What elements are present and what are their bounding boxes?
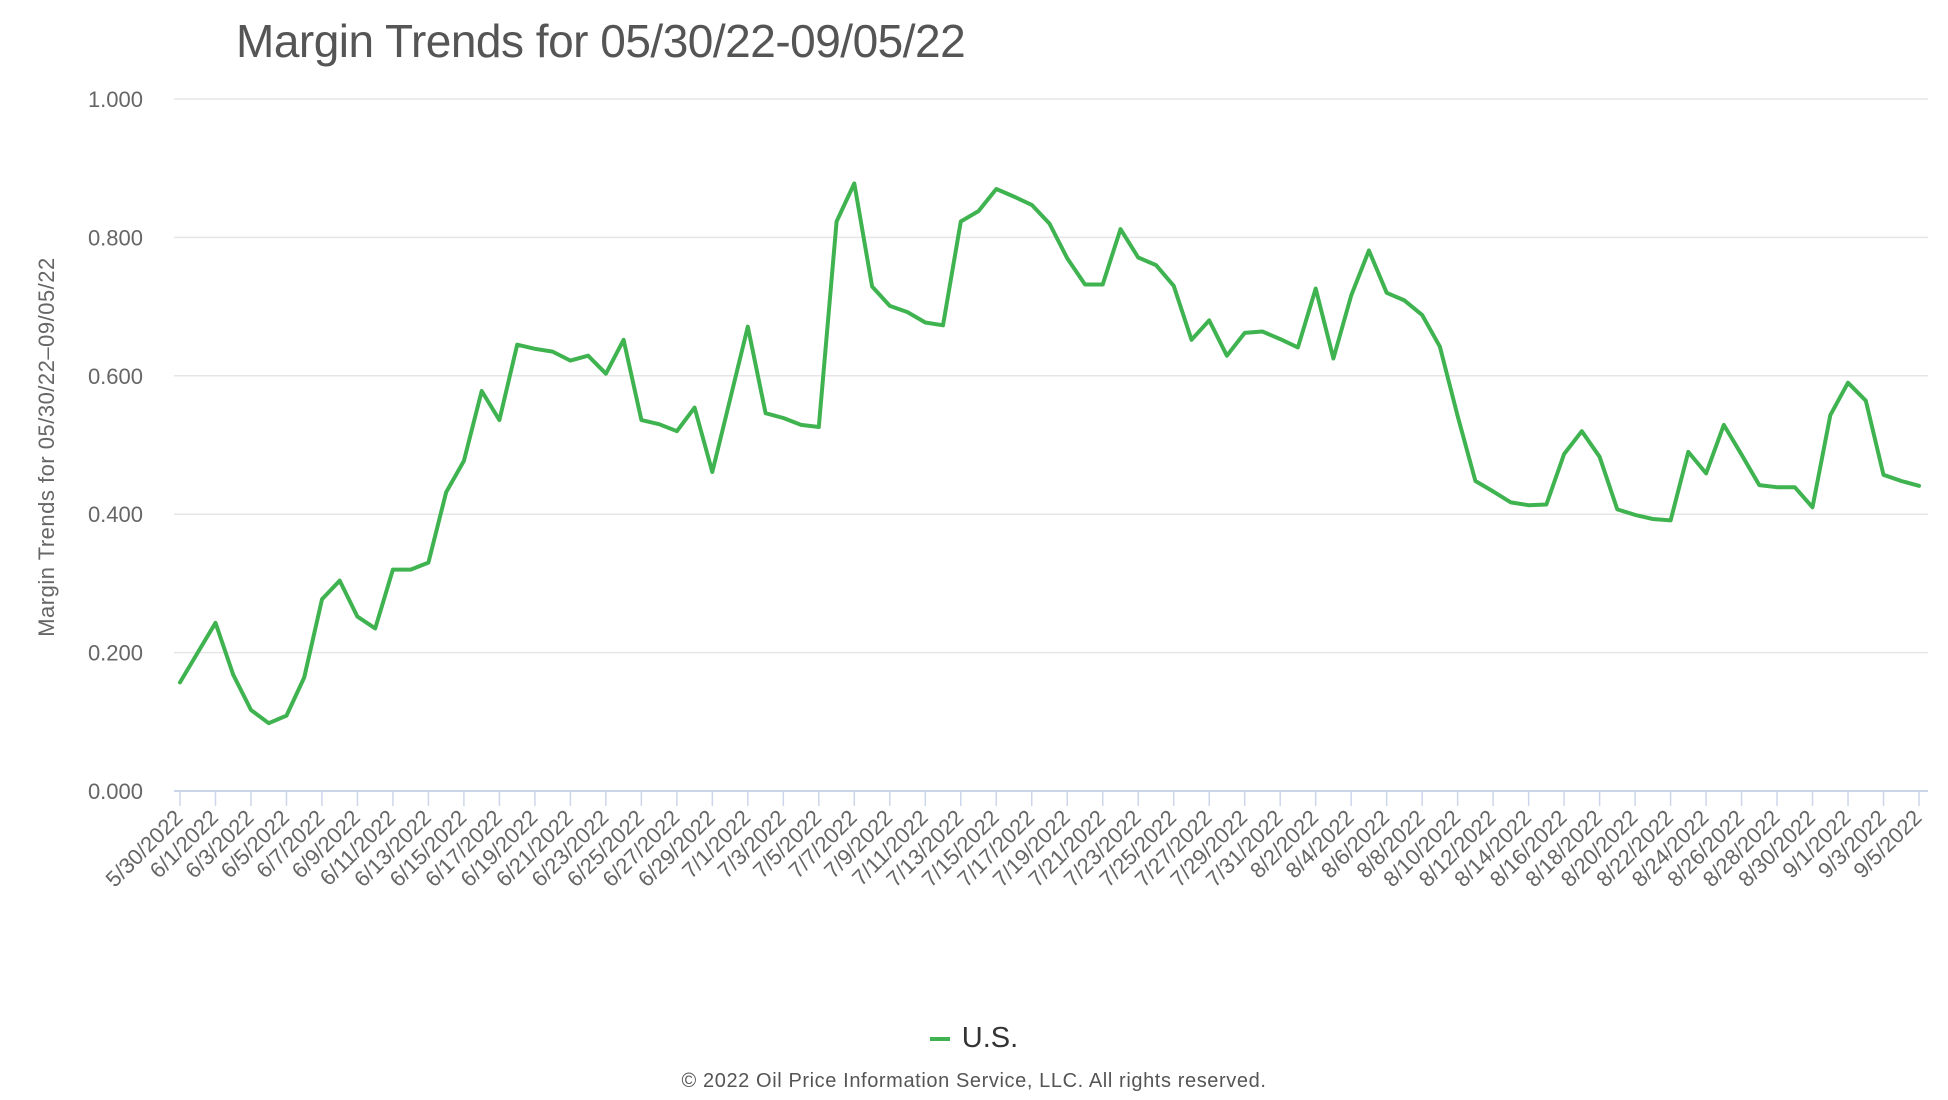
y-axis-labels: 0.000 0.200 0.400 0.600 0.800 1.000 bbox=[88, 87, 143, 804]
series-line[interactable] bbox=[178, 181, 1921, 726]
y-tick-label: 0.800 bbox=[88, 225, 143, 250]
y-tick-label: 0.600 bbox=[88, 364, 143, 389]
y-tick-label: 0.200 bbox=[88, 641, 143, 666]
y-tick-label: 0.400 bbox=[88, 502, 143, 527]
x-axis: 5/30/20226/1/20226/3/20226/5/20226/7/202… bbox=[101, 790, 1928, 892]
gridlines bbox=[174, 98, 1928, 654]
series-us[interactable] bbox=[178, 181, 1921, 726]
copyright-footer: © 2022 Oil Price Information Service, LL… bbox=[681, 1070, 1267, 1092]
legend-item-us[interactable]: U.S. bbox=[929, 1022, 1019, 1055]
legend: U.S. bbox=[0, 1022, 1948, 1055]
chart-title: Margin Trends for 05/30/22-09/05/22 bbox=[236, 15, 966, 67]
legend-line-icon bbox=[929, 1036, 950, 1041]
y-tick-label: 1.000 bbox=[88, 87, 143, 112]
legend-label: U.S. bbox=[961, 1022, 1019, 1054]
y-tick-label: 0.000 bbox=[88, 779, 143, 804]
